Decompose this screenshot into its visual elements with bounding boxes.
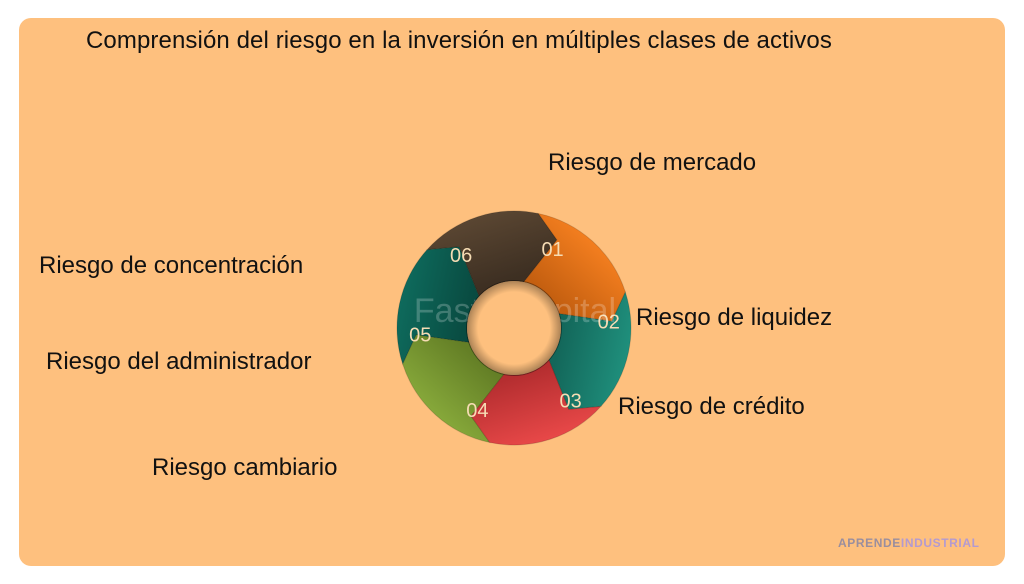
- segment-number-04: 04: [466, 400, 488, 422]
- segment-number-02: 02: [598, 311, 620, 333]
- brand-part-1: APRENDE: [838, 536, 901, 550]
- label-riesgo-de-credito: Riesgo de crédito: [618, 393, 805, 420]
- segment-number-06: 06: [450, 245, 472, 267]
- segment-number-05: 05: [409, 325, 431, 347]
- wheel-numbers: 01 02 03 04 05 06: [409, 239, 620, 422]
- brand-logo: APRENDEINDUSTRIAL: [838, 536, 980, 550]
- label-riesgo-de-liquidez: Riesgo de liquidez: [636, 304, 833, 331]
- segment-number-01: 01: [541, 239, 563, 261]
- label-riesgo-del-administrador: Riesgo del administrador: [46, 348, 312, 375]
- label-riesgo-de-mercado: Riesgo de mercado: [548, 149, 757, 176]
- label-riesgo-cambiario: Riesgo cambiario: [152, 454, 338, 481]
- segment-number-03: 03: [560, 390, 582, 412]
- brand-part-2: INDUSTRIAL: [900, 536, 980, 550]
- diagram-title: Comprensión del riesgo en la inversión e…: [86, 27, 832, 54]
- wheel-center-shadow: [466, 280, 562, 376]
- label-riesgo-de-concentracion: Riesgo de concentración: [39, 252, 304, 279]
- wheel-segments: [396, 210, 632, 446]
